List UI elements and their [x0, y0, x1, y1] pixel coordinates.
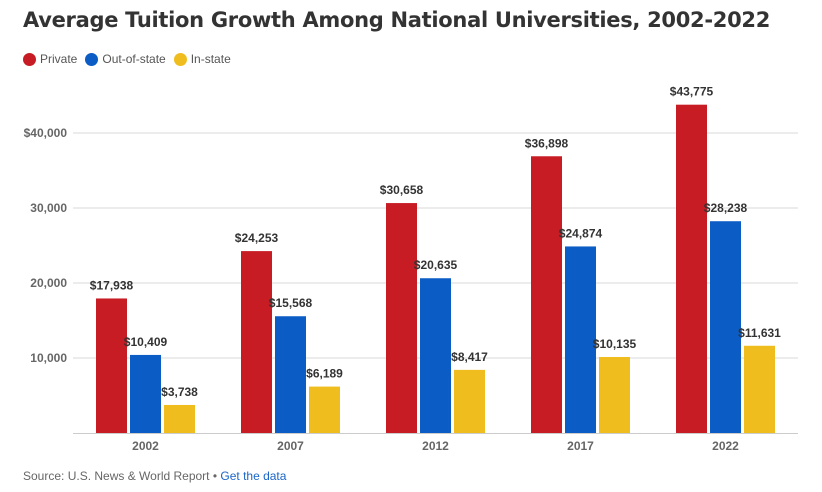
bar-in-state-2017 — [599, 356, 630, 433]
bar-private-2012 — [386, 203, 417, 433]
bar-in-state-2002 — [164, 404, 195, 433]
bar-out-of-state-2012 — [420, 278, 451, 433]
footer: Source: U.S. News & World Report • Get t… — [23, 469, 286, 483]
data-label: $24,874 — [559, 226, 603, 240]
legend-label: In-state — [190, 52, 231, 66]
x-tick-label: 2007 — [277, 439, 304, 453]
data-label: $36,898 — [525, 136, 569, 150]
legend-item-out-of-state: Out-of-state — [85, 52, 166, 66]
y-tick-label: 30,000 — [30, 201, 67, 215]
data-label: $28,238 — [704, 201, 748, 215]
x-tick-label: 2017 — [567, 439, 594, 453]
data-label: $30,658 — [380, 183, 424, 197]
bar-private-2007 — [241, 251, 272, 433]
separator: • — [209, 469, 221, 483]
x-tick-label: 2012 — [422, 439, 449, 453]
data-label: $17,938 — [90, 278, 134, 292]
bar-in-state-2007 — [309, 386, 340, 433]
data-label: $43,775 — [670, 85, 714, 99]
data-label: $10,409 — [124, 335, 168, 349]
legend-swatch — [173, 52, 187, 66]
y-tick-label: 20,000 — [30, 276, 67, 290]
legend-swatch — [23, 52, 36, 66]
get-data-link[interactable]: Get the data — [220, 469, 287, 483]
data-label: $15,568 — [269, 296, 313, 310]
chart-title: Average Tuition Growth Among National Un… — [23, 8, 771, 32]
bar-out-of-state-2022 — [710, 221, 741, 433]
data-label: $10,135 — [593, 337, 637, 351]
data-label: $11,631 — [738, 326, 781, 340]
bar-private-2022 — [676, 104, 707, 433]
bar-in-state-2012 — [454, 369, 485, 433]
legend-item-in-state: In-state — [173, 52, 231, 66]
bar-out-of-state-2017 — [565, 246, 596, 433]
legend: Private Out-of-state In-state — [23, 52, 231, 66]
data-label: $8,417 — [451, 350, 488, 364]
legend-item-private: Private — [23, 52, 77, 66]
y-tick-label: $40,000 — [24, 126, 68, 140]
data-label: $20,635 — [414, 258, 458, 272]
legend-label: Out-of-state — [102, 52, 166, 66]
data-label: $6,189 — [306, 367, 343, 381]
bar-out-of-state-2002 — [130, 354, 161, 433]
data-label: $24,253 — [235, 231, 279, 245]
bar-in-state-2022 — [744, 345, 775, 433]
x-tick-label: 2022 — [712, 439, 739, 453]
y-tick-label: 10,000 — [30, 351, 67, 365]
legend-swatch — [85, 52, 99, 66]
x-tick-label: 2002 — [132, 439, 159, 453]
data-label: $3,738 — [161, 385, 198, 399]
bar-out-of-state-2007 — [275, 316, 306, 433]
legend-label: Private — [40, 52, 78, 66]
bar-private-2002 — [96, 298, 127, 433]
bar-private-2017 — [531, 156, 562, 433]
source-text: Source: U.S. News & World Report — [23, 469, 210, 483]
